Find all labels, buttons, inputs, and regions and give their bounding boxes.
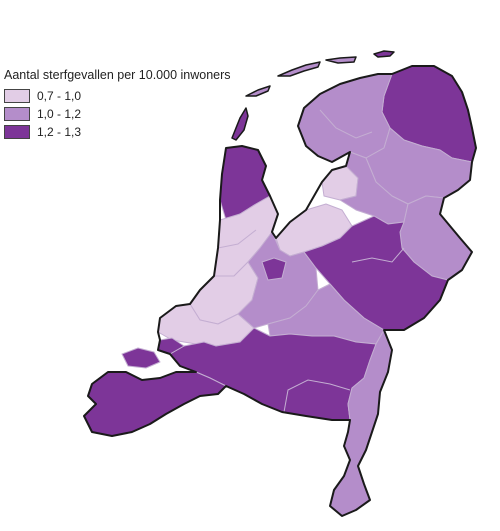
country-outline [83, 65, 477, 517]
legend-label-mid: 1,0 - 1,2 [37, 107, 82, 121]
legend-swatch-low [4, 89, 30, 103]
island-terschelling [277, 61, 321, 77]
internal-boundary-holland [217, 229, 257, 249]
internal-boundary-gelderland [351, 247, 405, 263]
internal-boundaries [217, 109, 405, 413]
internal-boundary-friesland [319, 109, 373, 139]
island-texel [231, 107, 249, 141]
legend-item-low: 0,7 - 1,0 [4, 88, 244, 104]
wadden-islands [231, 50, 395, 141]
legend-swatch-mid [4, 107, 30, 121]
internal-boundary-brabant [283, 379, 351, 413]
island-vlieland [245, 85, 271, 97]
legend-item-high: 1,2 - 1,3 [4, 124, 244, 140]
legend-title: Aantal sterfgevallen per 10.000 inwoners [4, 68, 231, 82]
legend-item-mid: 1,0 - 1,2 [4, 106, 244, 122]
legend-label-low: 0,7 - 1,0 [37, 89, 82, 103]
map-legend: Aantal sterfgevallen per 10.000 inwoners… [4, 68, 244, 142]
region-gooi [261, 257, 287, 281]
legend-swatch-high [4, 125, 30, 139]
region-friesland [297, 73, 393, 163]
island-ameland [325, 56, 357, 64]
legend-label-high: 1,2 - 1,3 [37, 125, 82, 139]
map-regions [83, 65, 477, 517]
island-schiermonnikoog [373, 50, 395, 58]
